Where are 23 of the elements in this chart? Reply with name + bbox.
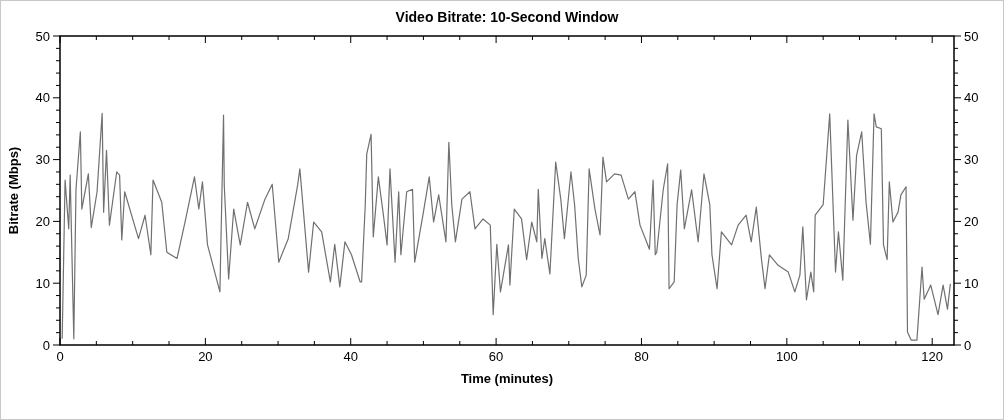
y2-tick-label: 40 xyxy=(964,90,979,106)
y-tick-label: 40 xyxy=(35,90,50,106)
y-tick-label: 20 xyxy=(35,213,50,229)
y-axis-title: Bitrate (Mbps) xyxy=(6,146,21,235)
x-tick-label: 100 xyxy=(775,349,798,364)
x-tick-label: 40 xyxy=(343,349,358,364)
y2-tick-label: 50 xyxy=(964,28,979,44)
x-axis-title: Time (minutes) xyxy=(460,371,554,386)
y2-tick-label: 30 xyxy=(964,152,979,168)
x-tick-label: 60 xyxy=(488,349,504,364)
x-tick-label: 80 xyxy=(634,349,649,364)
y2-tick-label: 10 xyxy=(964,275,979,291)
y-tick-label: 10 xyxy=(35,275,50,291)
x-tick-label: 0 xyxy=(56,349,64,364)
y-tick-label: 50 xyxy=(35,28,50,44)
chart-title: Video Bitrate: 10-Second Window xyxy=(395,9,619,25)
line-series xyxy=(61,112,951,341)
x-tick-label: 20 xyxy=(198,349,213,364)
y-tick-label: 30 xyxy=(35,152,50,168)
y2-tick-label: 0 xyxy=(964,337,972,353)
x-tick-label: 120 xyxy=(921,349,944,364)
y2-tick-label: 20 xyxy=(964,213,979,229)
y-tick-label: 0 xyxy=(42,337,50,353)
